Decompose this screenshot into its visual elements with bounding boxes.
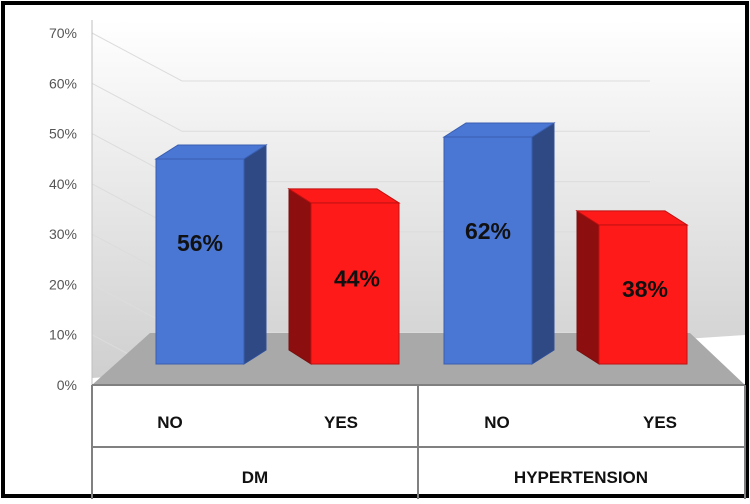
x-category-label: YES	[324, 413, 358, 432]
bar-side	[288, 187, 312, 365]
y-tick-label: 50%	[49, 126, 77, 142]
y-tick-label: 20%	[49, 276, 77, 292]
gridline	[91, 32, 650, 82]
bar-dm-no: 56%	[154, 144, 268, 365]
y-tick-label: 60%	[49, 75, 77, 91]
bar-side	[243, 144, 267, 365]
x-group-label: HYPERTENSION	[514, 468, 648, 487]
bar-front	[598, 224, 688, 365]
y-tick-label: 40%	[49, 176, 77, 192]
data-label: 62%	[465, 218, 511, 244]
bar-front	[155, 158, 245, 365]
y-tick-label: 70%	[49, 25, 77, 41]
bar-side	[576, 209, 600, 365]
bar-dm-yes: 44%	[287, 187, 401, 365]
bar-hypertension-no: 62%	[442, 122, 556, 365]
data-label: 56%	[177, 230, 223, 256]
x-category-label: NO	[484, 413, 510, 432]
y-tick-label: 30%	[49, 226, 77, 242]
data-label: 44%	[334, 266, 380, 292]
bar-top	[575, 210, 689, 226]
y-tick-label: 10%	[49, 327, 77, 343]
bar-top	[287, 188, 401, 204]
data-label: 38%	[622, 276, 668, 302]
x-group-label: DM	[242, 468, 268, 487]
category-table	[91, 384, 746, 499]
bar-front	[310, 202, 400, 365]
bar-front	[443, 136, 533, 365]
bar-hypertension-yes: 38%	[575, 209, 689, 365]
x-category-label: NO	[157, 413, 183, 432]
bar-top	[154, 144, 268, 160]
y-tick-label: 0%	[57, 377, 77, 393]
bar-top	[442, 122, 556, 138]
x-category-label: YES	[643, 413, 677, 432]
bar-side	[531, 122, 555, 365]
